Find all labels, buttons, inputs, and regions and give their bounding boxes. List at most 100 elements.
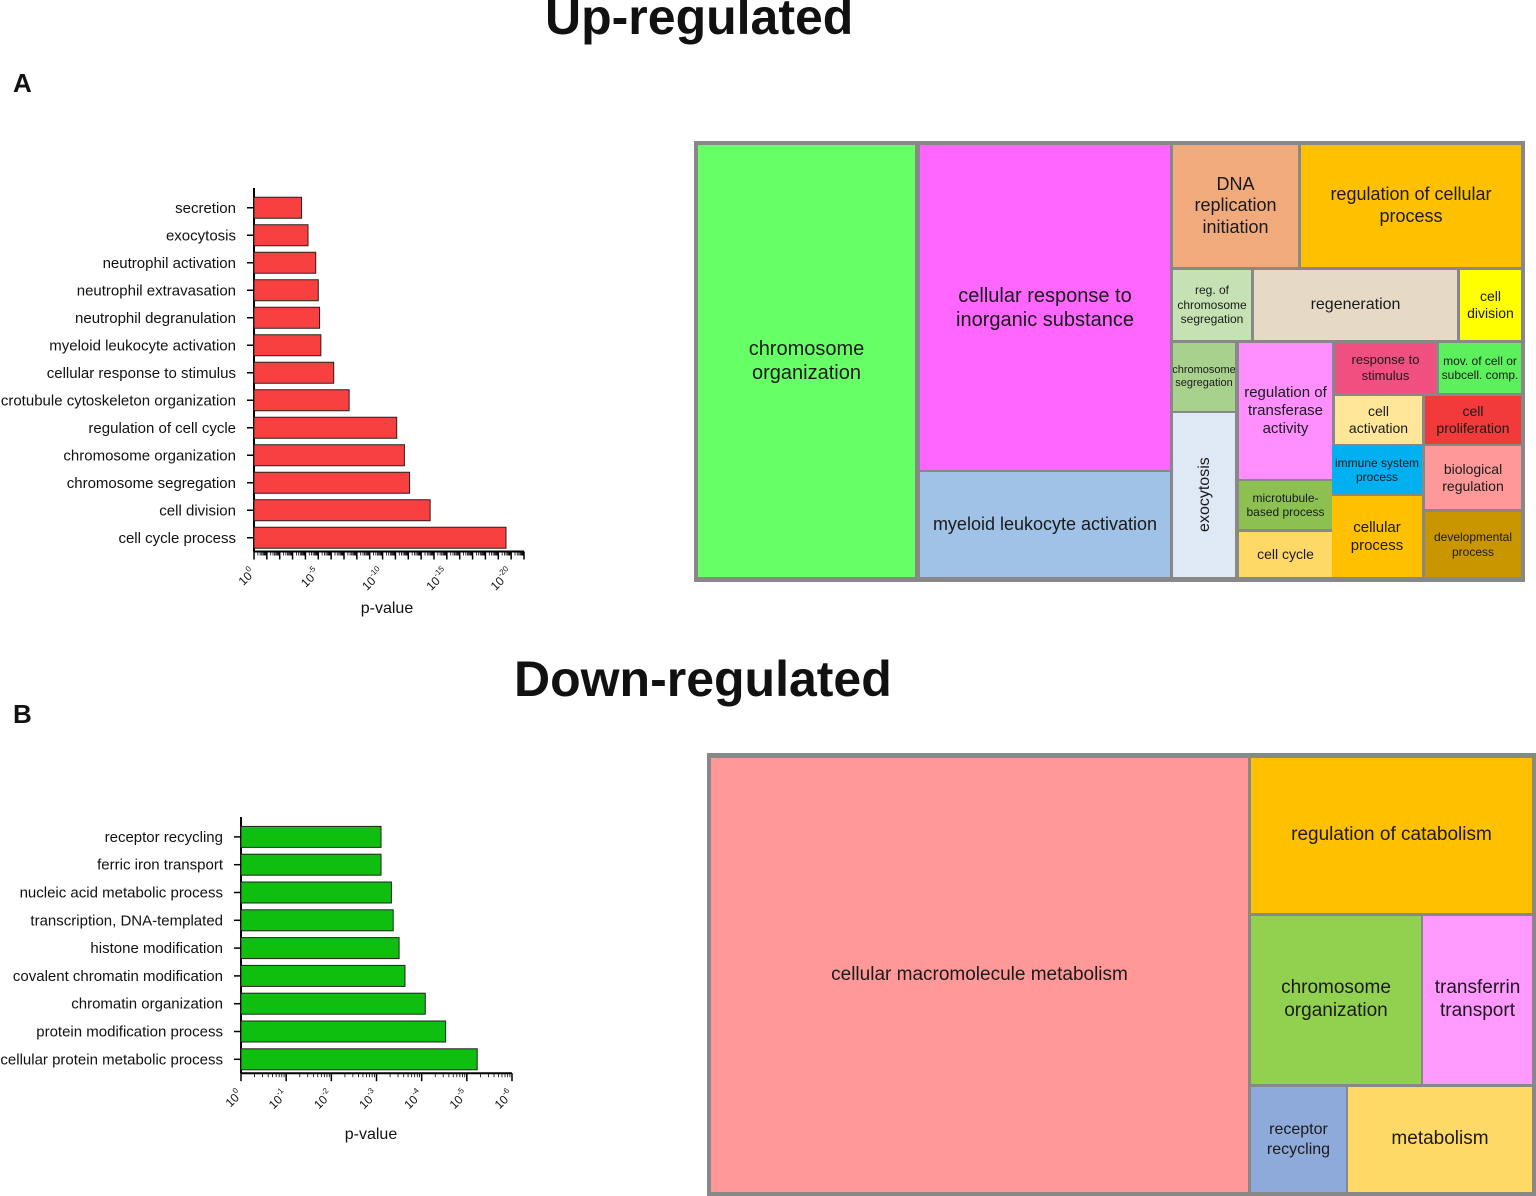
x-axis-label: p-value bbox=[361, 600, 414, 617]
treemap-tile-label: myeloid leukocyte activation bbox=[932, 513, 1158, 534]
y-tick-label: transcription, DNA-templated bbox=[30, 912, 223, 929]
y-tick-label: cell division bbox=[159, 502, 236, 519]
bar bbox=[240, 825, 382, 848]
y-tick-label: covalent chromatin modification bbox=[13, 968, 223, 985]
treemap-tile: cellular response to inorganic substance bbox=[920, 145, 1170, 470]
treemap-tile: chromosome segregation bbox=[1173, 343, 1235, 411]
treemap-tile: myeloid leukocyte activation bbox=[920, 472, 1170, 577]
treemap-tile-label: microtubule-based process bbox=[1246, 490, 1325, 519]
treemap-tile: mov. of cell or subcell. comp. bbox=[1439, 343, 1521, 393]
treemap-tile: receptor recycling bbox=[1251, 1087, 1346, 1192]
treemap-tile: regeneration bbox=[1254, 270, 1457, 340]
x-tick-label: 100 bbox=[221, 1086, 245, 1110]
treemap-tile-label: DNA replication initiation bbox=[1194, 173, 1277, 237]
x-axis-label: p-value bbox=[345, 1126, 398, 1143]
treemap-tile-label: regulation of catabolism bbox=[1291, 824, 1492, 846]
y-tick-label: cellular response to stimulus bbox=[47, 365, 236, 382]
treemap-tile-label: cellular macromolecule metabolism bbox=[831, 963, 1128, 985]
treemap-tile: regulation of transferase activity bbox=[1239, 343, 1332, 479]
y-tick-label: nucleic acid metabolic process bbox=[20, 885, 223, 902]
treemap-tile: response to stimulus bbox=[1335, 343, 1436, 393]
x-tick-label: 10-4 bbox=[400, 1086, 426, 1112]
treemap-tile: biological regulation bbox=[1425, 446, 1521, 509]
y-tick-label: exocytosis bbox=[166, 227, 236, 244]
bar bbox=[240, 853, 382, 876]
treemap-tile-label: regulation of transferase activity bbox=[1244, 384, 1327, 437]
y-tick-label: secretion bbox=[175, 200, 236, 217]
bar bbox=[240, 1020, 447, 1043]
y-tick-label: cellular protein metabolic process bbox=[0, 1051, 223, 1068]
y-tick-label: receptor recycling bbox=[105, 829, 223, 846]
treemap-tile: microtubule-based process bbox=[1239, 481, 1332, 529]
x-tick-label: 10-6 bbox=[490, 1086, 516, 1112]
y-tick-label: neutrophil extravasation bbox=[77, 282, 236, 299]
y-tick-label: neutrophil degranulation bbox=[75, 310, 236, 327]
treemap-tile-label: regulation of cellular process bbox=[1330, 184, 1492, 226]
y-tick-label: ferric iron transport bbox=[97, 857, 224, 874]
y-tick-label: chromosome organization bbox=[63, 447, 236, 464]
panel-label-b: B bbox=[13, 699, 32, 729]
y-tick-label: chromosome segregation bbox=[67, 475, 236, 492]
x-tick-label: 10-3 bbox=[355, 1086, 381, 1112]
treemap-tile-label: chromosome organization bbox=[1281, 977, 1391, 1021]
bar bbox=[240, 1048, 478, 1071]
treemap-tile: metabolism bbox=[1348, 1087, 1532, 1192]
treemap-tile-label: cell activation bbox=[1348, 403, 1409, 436]
treemap-tile-label: regeneration bbox=[1310, 296, 1401, 314]
panel-label-a: A bbox=[13, 68, 32, 98]
treemap-tile-label: metabolism bbox=[1391, 1128, 1489, 1150]
down-regulated-treemap: cellular macromolecule metabolism regulat… bbox=[707, 753, 1536, 1196]
treemap-tile-label: exocytosis bbox=[1195, 457, 1213, 533]
y-tick-label: chromatin organization bbox=[71, 996, 223, 1013]
x-tick-label: 10-1 bbox=[264, 1086, 290, 1112]
treemap-tile: chromosome organization bbox=[1251, 916, 1421, 1084]
treemap-tile-label: reg. of chromosome segregation bbox=[1177, 283, 1247, 327]
treemap-tile: transferrin transport bbox=[1423, 916, 1532, 1084]
up-regulated-treemap: chromosome organization cellular response… bbox=[694, 141, 1525, 582]
treemap-tile: exocytosis bbox=[1173, 413, 1235, 577]
down-regulated-title: Down-regulated bbox=[514, 651, 892, 707]
treemap-tile: cell cycle bbox=[1239, 532, 1332, 577]
treemap-tile-label: chromosome segregation bbox=[1173, 363, 1235, 389]
treemap-tile-label: immune system process bbox=[1334, 455, 1420, 484]
treemap-tile: DNA replication initiation bbox=[1173, 145, 1298, 267]
treemap-tile: immune system process bbox=[1332, 446, 1422, 494]
treemap-tile: cell activation bbox=[1335, 396, 1422, 444]
y-tick-label: protein modification process bbox=[36, 1024, 223, 1041]
treemap-tile-label: transferrin transport bbox=[1434, 977, 1521, 1021]
bar bbox=[240, 992, 426, 1015]
treemap-tile-label: developmental process bbox=[1433, 530, 1513, 559]
y-tick-label: cell cycle process bbox=[118, 530, 236, 547]
bar bbox=[240, 964, 406, 987]
treemap-tile: chromosome organization bbox=[698, 145, 915, 577]
treemap-tile-label: response to stimulus bbox=[1351, 352, 1420, 383]
y-tick-label: microtubule cytoskeleton organization bbox=[0, 392, 236, 409]
treemap-tile: regulation of catabolism bbox=[1251, 758, 1532, 913]
bar bbox=[240, 937, 400, 960]
y-tick-label: myeloid leukocyte activation bbox=[49, 337, 236, 354]
treemap-tile-label: cell cycle bbox=[1257, 546, 1314, 563]
bar bbox=[240, 881, 392, 904]
treemap-tile-label: cell division bbox=[1467, 288, 1514, 321]
x-tick-label: 10-2 bbox=[310, 1086, 336, 1112]
treemap-tile: cell division bbox=[1460, 270, 1521, 340]
y-tick-label: neutrophil activation bbox=[103, 255, 236, 272]
treemap-tile-label: cellular response to inorganic substance bbox=[956, 284, 1134, 331]
up-regulated-title: Up-regulated bbox=[545, 0, 854, 45]
treemap-tile-label: cellular process bbox=[1350, 518, 1404, 554]
x-tick-label: 10-5 bbox=[445, 1086, 471, 1112]
treemap-tile: cellular process bbox=[1332, 496, 1422, 577]
treemap-tile: developmental process bbox=[1425, 512, 1521, 577]
treemap-tile-label: mov. of cell or subcell. comp. bbox=[1441, 353, 1519, 382]
treemap-tile: cell proliferation bbox=[1425, 396, 1521, 444]
treemap-tile-label: chromosome organization bbox=[748, 338, 865, 384]
treemap-tile: reg. of chromosome segregation bbox=[1173, 270, 1251, 340]
y-tick-label: histone modification bbox=[90, 940, 223, 957]
treemap-tile: regulation of cellular process bbox=[1301, 145, 1521, 267]
treemap-tile-label: biological regulation bbox=[1442, 460, 1504, 494]
bar bbox=[240, 909, 394, 932]
treemap-tile-label: cell proliferation bbox=[1436, 403, 1510, 436]
treemap-tile: cellular macromolecule metabolism bbox=[711, 758, 1248, 1192]
